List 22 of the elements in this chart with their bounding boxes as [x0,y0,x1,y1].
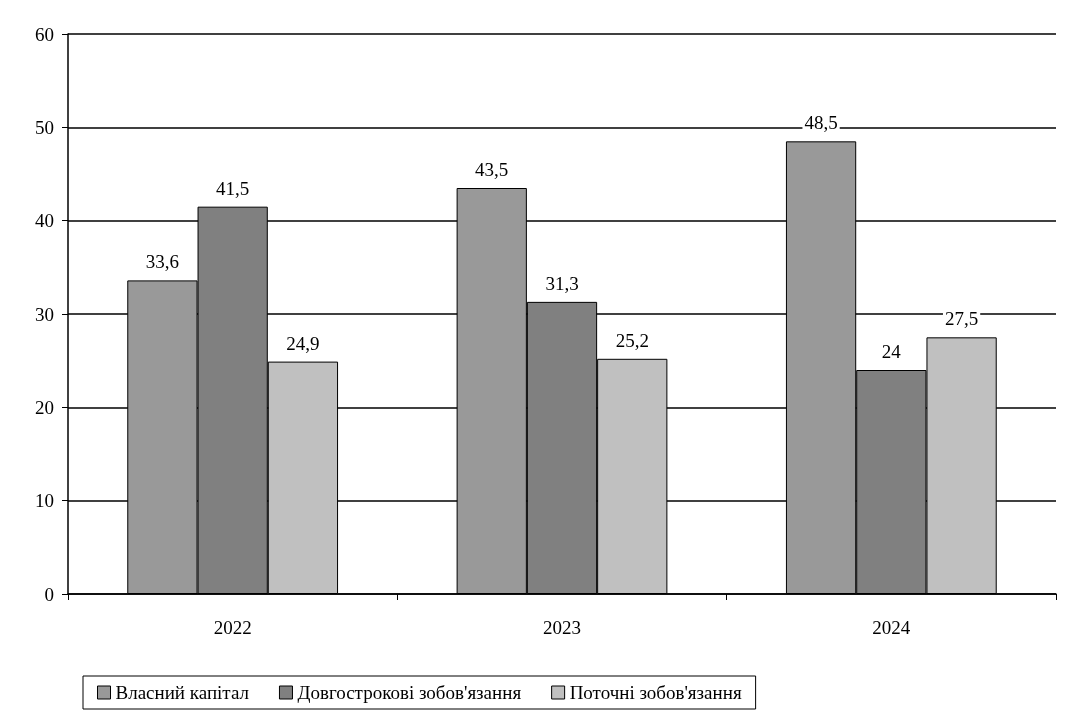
data-label: 27,5 [944,308,979,330]
y-tick-label: 40 [35,210,54,232]
y-tick-label: 60 [35,23,54,45]
y-tick-label: 50 [35,116,54,138]
data-label: 43,5 [475,159,509,180]
y-tick-label: 30 [35,303,54,325]
data-label: 31,3 [545,272,579,294]
legend-label: Довгострокові зобов'язання [297,682,522,703]
x-tick-label: 2022 [213,617,252,638]
y-tick-label: 20 [35,396,54,418]
x-tick-label: 2024 [872,617,911,638]
data-label: 24 [881,341,902,362]
data-label: 48,5 [804,112,838,134]
y-tick-label: 10 [35,490,54,512]
legend-label: Власний капітал [115,682,250,703]
data-label: 41,5 [216,177,250,199]
y-tick-label: 0 [44,583,54,605]
x-tick-label: 2023 [543,617,581,638]
data-label: 24,9 [286,332,320,354]
data-label: 33,6 [145,251,180,273]
data-label: 25,2 [615,329,649,351]
legend-label: Поточні зобов'язання [569,682,742,703]
